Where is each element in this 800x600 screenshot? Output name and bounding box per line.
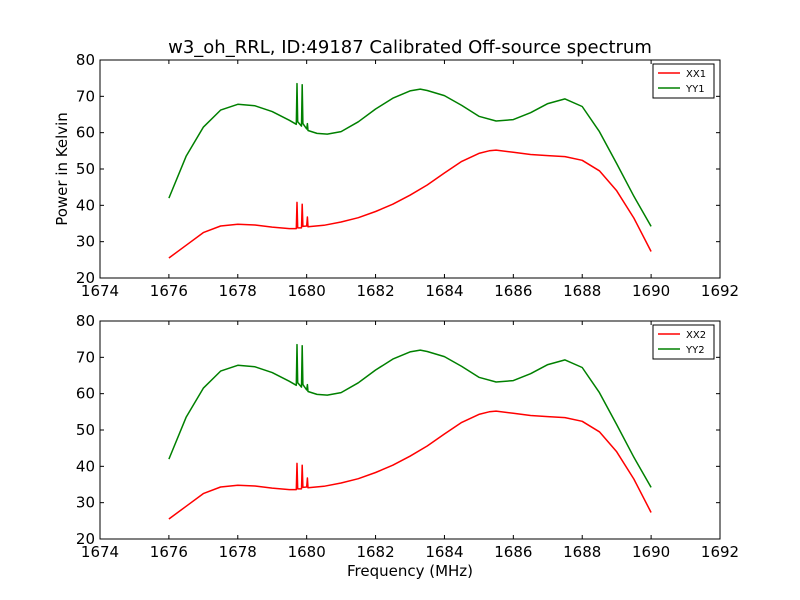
legend-box	[652, 324, 715, 360]
x-tick-label: 1674	[81, 282, 119, 300]
series-line-xx1	[168, 149, 652, 259]
panel-bottom: 1674 1676 1678 1680 1682 1684 1686 1688 1690 1692…	[76, 312, 739, 561]
y-axis-label: Power in Kelvin	[53, 112, 71, 226]
x-tick-label: 1688	[563, 282, 601, 300]
x-tick-label: 1682	[356, 543, 394, 561]
plot-area	[100, 321, 720, 539]
y-tick-label: 50	[76, 160, 95, 178]
x-tick-label: 1678	[219, 282, 257, 300]
plot-area	[100, 60, 720, 278]
x-tick-label: 1692	[701, 543, 739, 561]
x-tick-label: 1674	[81, 543, 119, 561]
y-tick-label: 40	[76, 457, 95, 475]
y-tick-label: 20	[76, 530, 95, 548]
y-tick-label: 70	[76, 87, 95, 105]
legend-label-yy2: YY2	[685, 345, 705, 356]
y-tick-label: 70	[76, 348, 95, 366]
x-tick-label: 1676	[150, 282, 188, 300]
chart-title: w3_oh_RRL, ID:49187 Calibrated Off-sourc…	[168, 37, 652, 58]
y-tick-label: 50	[76, 421, 95, 439]
x-tick-label: 1686	[494, 543, 532, 561]
x-tick-label: 1680	[288, 543, 326, 561]
panel-top: 1674 1676 1678 1680 1682 1684 1686 1688 1690 1692…	[76, 51, 739, 300]
y-tick-label: 30	[76, 233, 95, 251]
x-tick-label: 1692	[701, 282, 739, 300]
x-tick-label: 1676	[150, 543, 188, 561]
y-tick-label: 20	[76, 269, 95, 287]
x-tick-label: 1678	[219, 543, 257, 561]
x-tick-label: 1684	[425, 282, 463, 300]
legend-label-xx2: XX2	[686, 330, 706, 341]
series-line-yy2	[168, 343, 652, 488]
legend-box	[652, 63, 715, 99]
y-tick-label: 60	[76, 385, 95, 403]
legend-label-xx1: XX1	[686, 69, 706, 80]
y-tick-label: 40	[76, 196, 95, 214]
x-tick-label: 1690	[632, 543, 670, 561]
x-tick-label: 1690	[632, 282, 670, 300]
y-tick-label: 80	[76, 51, 95, 69]
series-line-yy1	[168, 82, 652, 227]
x-tick-label: 1686	[494, 282, 532, 300]
series-line-xx2	[168, 410, 652, 520]
x-tick-label: 1684	[425, 543, 463, 561]
x-tick-label: 1682	[356, 282, 394, 300]
x-axis-label: Frequency (MHz)	[347, 562, 473, 580]
y-tick-label: 30	[76, 494, 95, 512]
legend-label-yy1: YY1	[685, 84, 705, 95]
y-tick-label: 60	[76, 124, 95, 142]
x-tick-label: 1680	[288, 282, 326, 300]
y-tick-label: 80	[76, 312, 95, 330]
x-tick-label: 1688	[563, 543, 601, 561]
